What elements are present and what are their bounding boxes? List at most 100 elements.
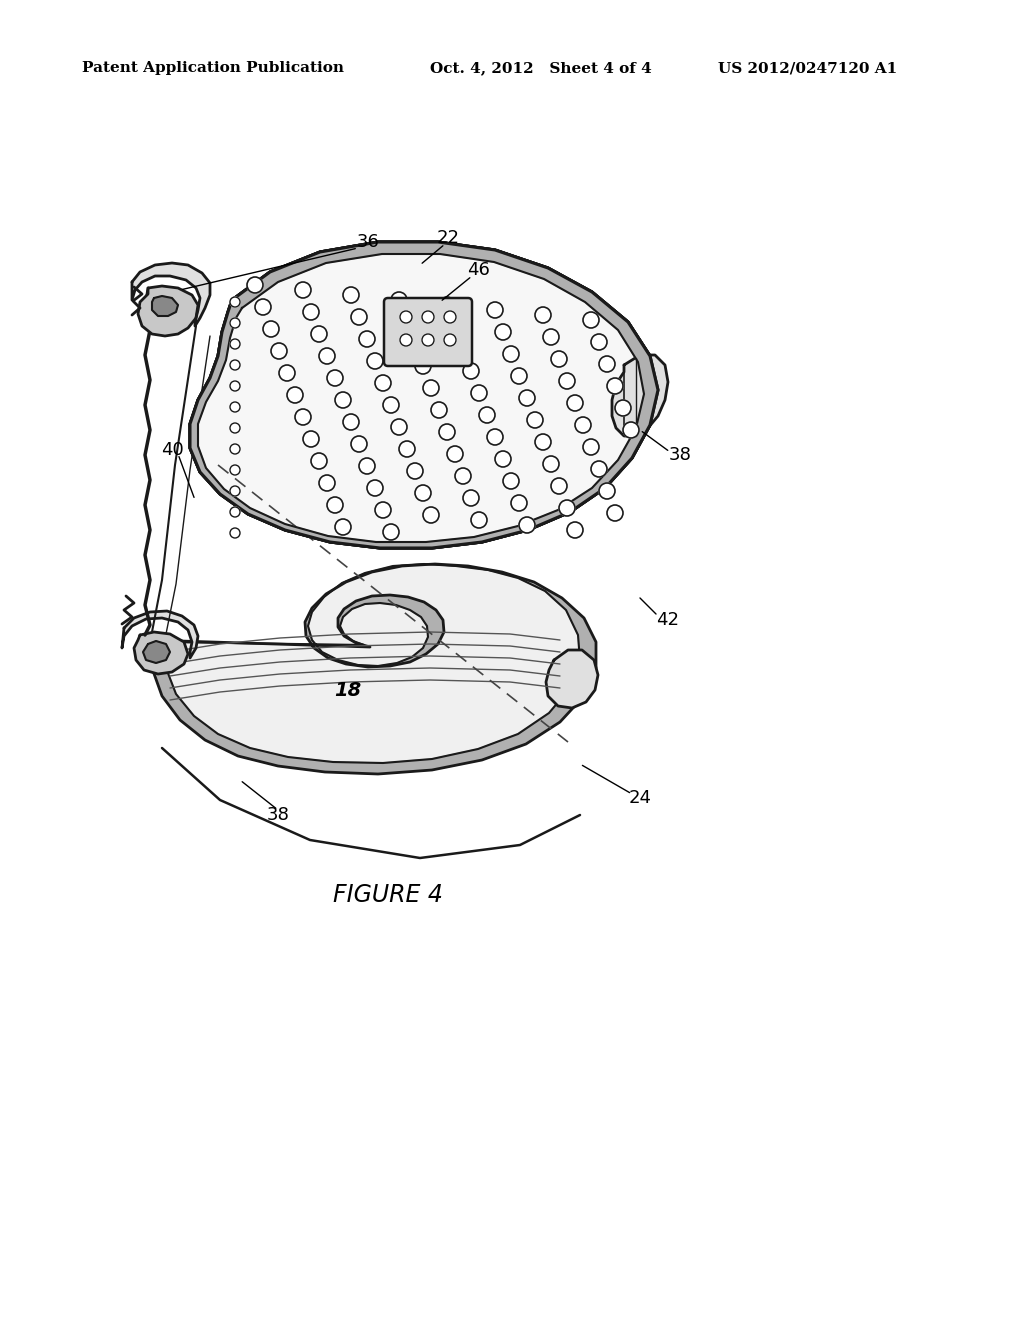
Text: 38: 38	[266, 807, 290, 824]
Circle shape	[230, 403, 240, 412]
Circle shape	[399, 314, 415, 330]
Circle shape	[535, 434, 551, 450]
Circle shape	[444, 334, 456, 346]
Circle shape	[583, 312, 599, 327]
Text: 22: 22	[436, 228, 460, 247]
Circle shape	[399, 441, 415, 457]
Circle shape	[230, 339, 240, 348]
Text: 36: 36	[356, 234, 380, 251]
Circle shape	[311, 453, 327, 469]
Circle shape	[495, 451, 511, 467]
Circle shape	[551, 351, 567, 367]
Circle shape	[447, 446, 463, 462]
Circle shape	[527, 412, 543, 428]
Polygon shape	[148, 564, 596, 774]
Circle shape	[503, 346, 519, 362]
Circle shape	[463, 490, 479, 506]
Circle shape	[359, 331, 375, 347]
Polygon shape	[546, 649, 598, 708]
Polygon shape	[152, 296, 178, 315]
Circle shape	[319, 475, 335, 491]
Circle shape	[623, 422, 639, 438]
Circle shape	[422, 334, 434, 346]
Circle shape	[599, 356, 615, 372]
Circle shape	[511, 368, 527, 384]
Polygon shape	[190, 242, 658, 548]
Text: FIGURE 4: FIGURE 4	[333, 883, 443, 907]
Circle shape	[383, 524, 399, 540]
Circle shape	[607, 378, 623, 393]
Circle shape	[407, 337, 423, 352]
Text: Oct. 4, 2012   Sheet 4 of 4: Oct. 4, 2012 Sheet 4 of 4	[430, 61, 651, 75]
Polygon shape	[138, 286, 198, 337]
Circle shape	[559, 374, 575, 389]
Circle shape	[230, 381, 240, 391]
Circle shape	[559, 500, 575, 516]
Circle shape	[230, 360, 240, 370]
Polygon shape	[132, 263, 210, 326]
Circle shape	[319, 348, 335, 364]
Circle shape	[351, 436, 367, 451]
Circle shape	[351, 309, 367, 325]
Circle shape	[287, 387, 303, 403]
Circle shape	[375, 502, 391, 517]
FancyBboxPatch shape	[384, 298, 472, 366]
Polygon shape	[143, 642, 170, 663]
Polygon shape	[148, 564, 596, 774]
Circle shape	[479, 407, 495, 422]
Circle shape	[383, 397, 399, 413]
Circle shape	[230, 465, 240, 475]
Text: 46: 46	[467, 261, 489, 279]
Circle shape	[247, 277, 263, 293]
Circle shape	[439, 424, 455, 440]
Circle shape	[543, 329, 559, 345]
Circle shape	[400, 334, 412, 346]
Circle shape	[415, 484, 431, 502]
Circle shape	[415, 358, 431, 374]
Circle shape	[230, 528, 240, 539]
Circle shape	[303, 432, 319, 447]
Circle shape	[295, 409, 311, 425]
Text: 38: 38	[669, 446, 691, 465]
Circle shape	[535, 308, 551, 323]
Circle shape	[230, 486, 240, 496]
Circle shape	[519, 389, 535, 407]
Circle shape	[599, 483, 615, 499]
Circle shape	[519, 517, 535, 533]
Circle shape	[591, 461, 607, 477]
Circle shape	[311, 326, 327, 342]
Circle shape	[567, 521, 583, 539]
Polygon shape	[190, 242, 658, 548]
Circle shape	[255, 300, 271, 315]
Circle shape	[423, 380, 439, 396]
Circle shape	[230, 297, 240, 308]
Circle shape	[343, 286, 359, 304]
Circle shape	[263, 321, 279, 337]
Circle shape	[335, 519, 351, 535]
Circle shape	[487, 429, 503, 445]
Text: Patent Application Publication: Patent Application Publication	[82, 61, 344, 75]
Circle shape	[391, 292, 407, 308]
Text: 18: 18	[335, 681, 361, 700]
Circle shape	[607, 506, 623, 521]
Circle shape	[543, 455, 559, 473]
Polygon shape	[134, 632, 188, 675]
Circle shape	[391, 418, 407, 436]
Circle shape	[567, 395, 583, 411]
Circle shape	[591, 334, 607, 350]
Circle shape	[455, 469, 471, 484]
Circle shape	[303, 304, 319, 319]
Circle shape	[471, 512, 487, 528]
Circle shape	[463, 363, 479, 379]
Circle shape	[230, 422, 240, 433]
Circle shape	[439, 297, 455, 313]
Circle shape	[343, 414, 359, 430]
Circle shape	[455, 341, 471, 356]
Circle shape	[583, 440, 599, 455]
Circle shape	[422, 312, 434, 323]
Circle shape	[375, 375, 391, 391]
Text: 42: 42	[656, 611, 680, 630]
Circle shape	[575, 417, 591, 433]
Circle shape	[327, 498, 343, 513]
Circle shape	[487, 302, 503, 318]
